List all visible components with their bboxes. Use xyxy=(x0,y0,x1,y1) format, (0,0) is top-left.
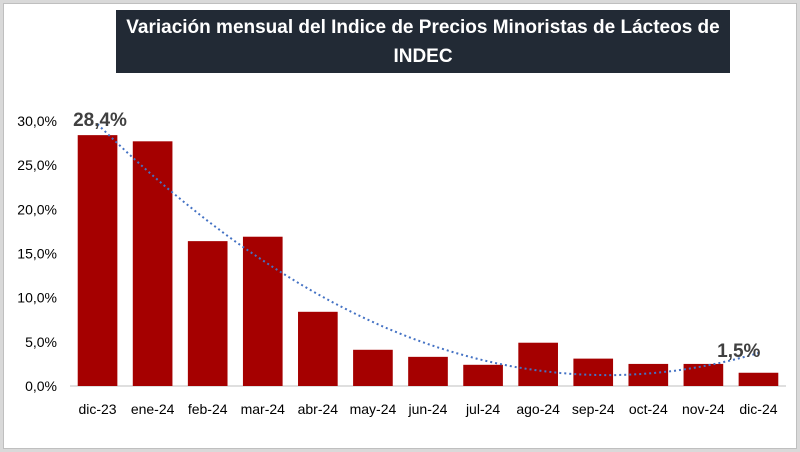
bar xyxy=(187,241,228,386)
x-tick-label: abr-24 xyxy=(298,401,339,417)
trendline xyxy=(96,123,759,377)
x-tick-label: jul-24 xyxy=(465,401,500,417)
x-tick-label: ago-24 xyxy=(516,401,560,417)
x-tick-label: dic-24 xyxy=(739,401,777,417)
x-tick-label: mar-24 xyxy=(241,401,286,417)
y-tick-label: 0,0% xyxy=(25,378,57,394)
bar xyxy=(683,363,724,386)
x-tick-label: sep-24 xyxy=(572,401,615,417)
y-tick-label: 20,0% xyxy=(17,201,57,217)
data-labels: 28,4% 1,5% xyxy=(73,110,760,362)
y-tick-label: 10,0% xyxy=(17,290,57,306)
x-tick-label: jun-24 xyxy=(408,401,448,417)
x-axis-labels: dic-23 ene-24 feb-24 mar-24 abr-24 may-24 jun-… xyxy=(78,401,777,417)
y-tick-label: 15,0% xyxy=(17,246,57,262)
y-tick-label: 25,0% xyxy=(17,157,57,173)
x-tick-label: oct-24 xyxy=(629,401,668,417)
bar xyxy=(242,236,283,386)
data-label: 1,5% xyxy=(717,341,760,362)
bar xyxy=(463,364,503,386)
x-tick-label: feb-24 xyxy=(188,401,228,417)
bar xyxy=(518,342,558,386)
y-axis-ticks: 0,0% 5,0% 10,0% 15,0% 20,0% 25,0% 30,0% xyxy=(17,113,57,394)
x-tick-label: ene-24 xyxy=(131,401,175,417)
x-tick-label: may-24 xyxy=(350,401,397,417)
chart-title: Variación mensual del Indice de Precios … xyxy=(116,10,730,73)
y-tick-label: 30,0% xyxy=(17,113,57,129)
bar xyxy=(132,141,173,386)
bar xyxy=(628,363,669,386)
bar xyxy=(77,135,118,386)
bars xyxy=(77,135,779,386)
x-tick-label: dic-23 xyxy=(78,401,116,417)
bar xyxy=(408,356,448,386)
x-tick-label: nov-24 xyxy=(682,401,725,417)
bar xyxy=(738,372,779,386)
bar xyxy=(573,358,614,386)
bar xyxy=(353,349,393,386)
bar xyxy=(298,311,338,386)
y-tick-label: 5,0% xyxy=(25,334,57,350)
data-label: 28,4% xyxy=(73,110,127,131)
